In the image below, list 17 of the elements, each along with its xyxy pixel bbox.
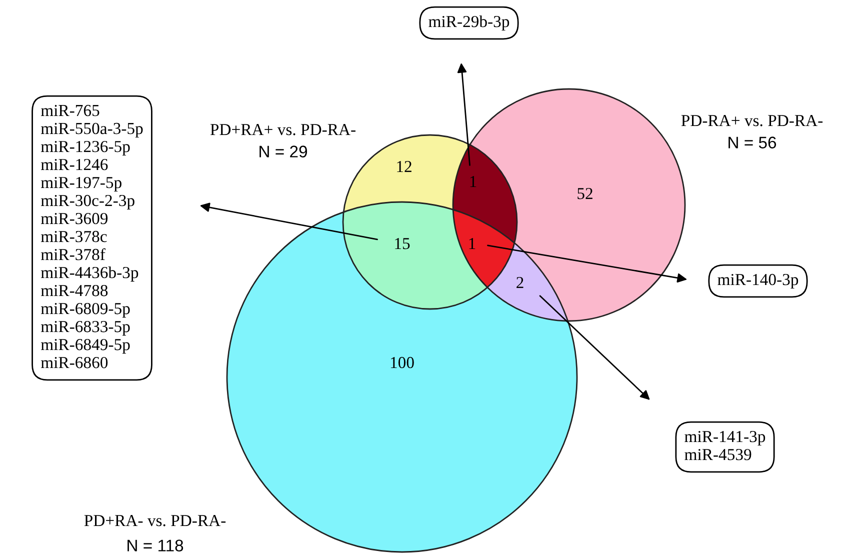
- data-label: 52: [578, 188, 592, 200]
- text: miR-141-3p miR-4539: [684, 430, 766, 460]
- text: PD-RA+ vs. PD-RA-: [681, 115, 823, 126]
- text: N = 56: [728, 136, 776, 148]
- text: miR-140-3p: [718, 274, 798, 289]
- text: miR-765 miR-550a-3-5p miR-1236-5p miR-1246 miR-197-5p miR-30c-2-3p miR-3609 miR-378c miR-378f miR-4436b-3p miR-4788 miR-6809-5p miR-6833-5p miR-6849-5p miR-6860: [40, 104, 143, 368]
- text: PD+RA- vs. PD-RA-: [84, 515, 226, 526]
- text: PD+RA+ vs. PD-RA-: [210, 124, 356, 136]
- data-label: 12: [397, 160, 412, 172]
- data-label: 15: [395, 238, 410, 250]
- data-label: 1: [470, 176, 476, 188]
- data-label: 100: [390, 356, 414, 368]
- data-label: 2: [516, 276, 524, 288]
- data-label: 1: [469, 238, 476, 250]
- text: miR-29b-3p: [428, 15, 510, 31]
- text: N = 118: [128, 540, 184, 552]
- text: N = 29: [260, 146, 307, 158]
